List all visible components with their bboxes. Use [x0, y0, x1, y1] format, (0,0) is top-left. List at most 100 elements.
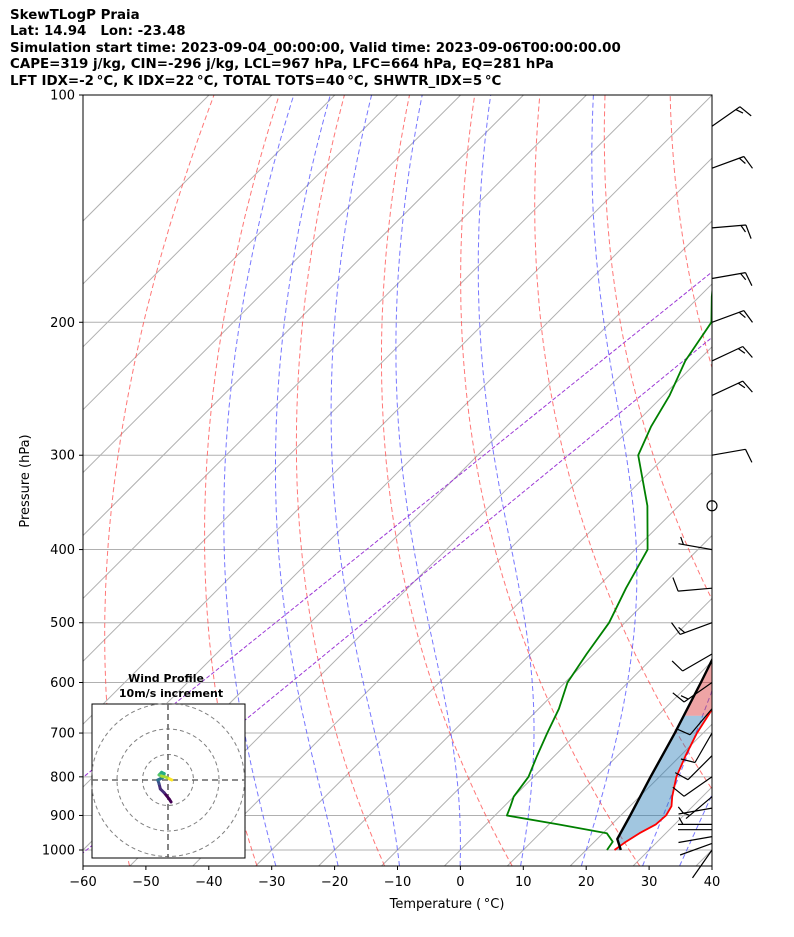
wind-barb: [680, 732, 713, 764]
y-tick-label: 300: [50, 449, 75, 464]
isotherm-line: [255, 408, 712, 866]
chart-axes: −60 −50 −40 −30 −20 −10 0 10 20 30 40 100 200 300 400 5…: [42, 89, 720, 891]
wind-barb: [678, 836, 713, 844]
wind-barb: [711, 310, 753, 323]
y-tick-label: 200: [50, 316, 75, 331]
wind-barb: [676, 708, 713, 736]
x-tick-label: 0: [456, 875, 464, 890]
isotherm-line: [192, 346, 712, 866]
cape-shading: [683, 660, 712, 716]
y-tick-label: 800: [50, 770, 75, 785]
wind-barb: [671, 653, 713, 672]
isotherm-line: [83, 95, 712, 725]
y-tick-label: 400: [50, 543, 75, 558]
wind-barb-calm: [706, 500, 718, 512]
wind-barb: [711, 448, 753, 463]
parcel-line: [616, 657, 712, 851]
moist-adiabat: [223, 95, 295, 866]
x-tick-label: −40: [195, 875, 222, 890]
wind-barb: [711, 380, 753, 396]
y-tick-label: 500: [50, 616, 75, 631]
hodograph-title: Wind Profile: [128, 672, 204, 685]
x-tick-label: −50: [132, 875, 159, 890]
x-tick-label: −60: [69, 875, 96, 890]
moist-adiabat: [679, 793, 712, 866]
isotherm-line: [83, 95, 461, 474]
isotherm-line: [632, 786, 712, 866]
mixing-ratio-line: [83, 336, 712, 854]
wind-barb: [711, 106, 752, 127]
dewpoint-line: [506, 284, 712, 851]
wind-barb: [681, 796, 713, 820]
moist-adiabat: [275, 95, 339, 866]
chart-title: SkewTLogP Praia: [10, 8, 140, 23]
isotherm-line: [318, 471, 712, 866]
x-axis-label: Temperature ( °C): [389, 897, 505, 912]
dry-adiabat: [534, 95, 712, 791]
x-tick-label: 10: [515, 875, 532, 890]
wind-barb: [711, 345, 753, 362]
isotherm-line: [129, 283, 712, 866]
isotherm-line: [695, 849, 712, 866]
wind-barb: [711, 155, 753, 169]
isotherm-line: [83, 95, 587, 600]
y-tick-label: 700: [50, 727, 75, 742]
isotherm-line: [83, 95, 524, 537]
isotherm-line: [83, 95, 399, 411]
chart-title-block: SkewTLogP Praia Lat: 14.94 Lon: -23.48 S…: [10, 8, 621, 90]
dry-adiabat: [381, 95, 513, 866]
isotherm-line: [569, 723, 712, 866]
moist-adiabat: [642, 689, 712, 866]
location-line: Lat: 14.94 Lon: -23.48: [10, 24, 186, 40]
cape-cin-shading: [614, 98, 794, 850]
x-tick-label: 20: [578, 875, 595, 890]
moist-adiabat: [580, 95, 638, 866]
isotherm-line: [83, 95, 650, 663]
moist-adiabat: [330, 95, 400, 866]
y-axis-label: Pressure (hPa): [18, 434, 33, 527]
dry-adiabat: [603, 95, 712, 601]
x-tick-label: −30: [258, 875, 285, 890]
wind-barb: [678, 817, 712, 825]
x-tick-label: −20: [321, 875, 348, 890]
profile-lines: [506, 284, 712, 851]
isotherm-line: [506, 660, 712, 866]
y-tick-label: 900: [50, 809, 75, 824]
x-tick-label: 30: [641, 875, 658, 890]
isotherm-line: [83, 95, 336, 348]
hodograph-trace-segment: [167, 777, 174, 782]
wind-barb: [678, 536, 713, 551]
time-line: Simulation start time: 2023-09-04_00:00:…: [10, 40, 621, 56]
temperature-line: [613, 707, 712, 851]
isotherm-line: [444, 597, 712, 866]
y-tick-label: 600: [50, 676, 75, 691]
wind-barb: [672, 682, 713, 703]
wind-barb: [711, 272, 753, 286]
moist-adiabat: [395, 95, 461, 866]
dry-adiabat: [735, 95, 794, 866]
x-tick-label: −10: [384, 875, 411, 890]
cin-shading-upper: [776, 98, 794, 434]
x-tick-label: 40: [704, 875, 721, 890]
dry-adiabat: [460, 95, 641, 866]
wind-barb: [672, 776, 713, 797]
wind-barb: [711, 224, 752, 239]
isotherm-line: [83, 95, 273, 285]
dry-adiabat: [295, 95, 386, 866]
indices-line: LFT IDX=-2 °C, K IDX=22 °C, TOTAL TOTS=4…: [10, 73, 502, 89]
y-tick-label: 1000: [42, 844, 75, 859]
stability-line: CAPE=319 j/kg, CIN=-296 j/kg, LCL=967 hP…: [10, 57, 554, 73]
cin-shading: [614, 715, 708, 850]
isotherm-line: [381, 534, 712, 866]
wind-barb: [671, 622, 713, 635]
moist-adiabat: [477, 95, 535, 866]
hodograph-inset: Wind Profile 10m/s increment: [91, 672, 246, 859]
y-tick-label: 100: [50, 89, 75, 104]
wind-barb: [692, 849, 713, 879]
wind-barb: [674, 755, 713, 781]
wind-barb: [672, 577, 713, 592]
wind-barb: [679, 842, 713, 856]
wind-barbs: [671, 106, 753, 879]
hodograph-subtitle: 10m/s increment: [119, 687, 223, 700]
